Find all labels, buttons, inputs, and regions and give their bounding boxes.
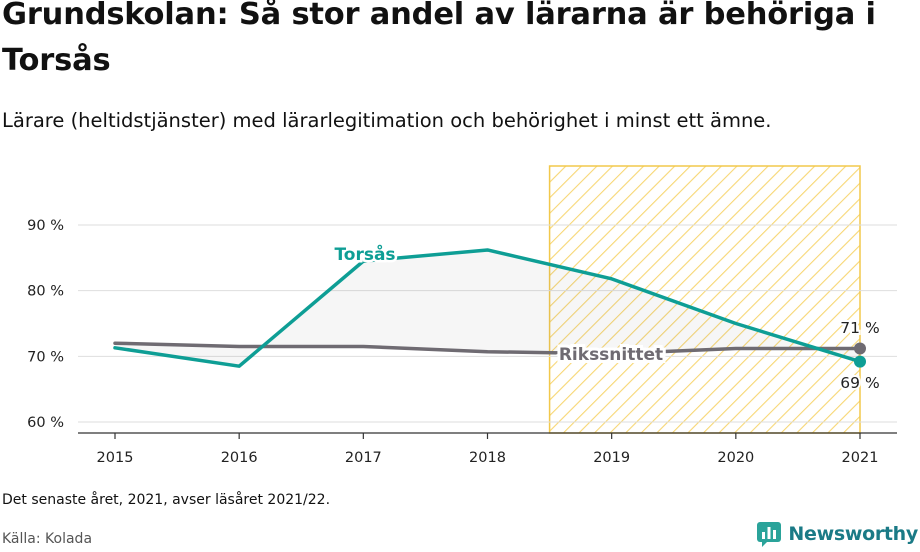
newsworthy-logo-icon bbox=[757, 522, 782, 547]
source-note: Källa: Kolada bbox=[2, 531, 93, 547]
chart-subtitle: Lärare (heltidstjänster) med lärarlegiti… bbox=[2, 109, 772, 132]
riket-end-point bbox=[854, 342, 866, 355]
x-tick-label: 2015 bbox=[97, 450, 134, 466]
brand-logo: Newsworthy bbox=[756, 521, 918, 547]
series-label-riket: Rikssnittet bbox=[559, 345, 663, 365]
torsas-end-point bbox=[854, 355, 866, 368]
line-chart: 60 % 70 % 80 % 90 % 2015 2016 2017 2018 2019 202… bbox=[27, 165, 897, 466]
x-tick-label: 2018 bbox=[469, 450, 506, 466]
torsas-line bbox=[113, 248, 862, 368]
end-value-riket: 71 % bbox=[840, 319, 879, 337]
y-tick-label: 70 % bbox=[27, 349, 64, 365]
x-tick-label: 2021 bbox=[842, 450, 879, 466]
y-tick-label: 60 % bbox=[27, 415, 64, 431]
series-label-torsas: Torsås bbox=[334, 243, 395, 265]
x-tick-label: 2017 bbox=[345, 450, 382, 466]
y-tick-label: 80 % bbox=[27, 284, 64, 300]
chart-title: Grundskolan: Så stor andel av lärarna är… bbox=[2, 0, 876, 78]
x-tick-label: 2016 bbox=[221, 450, 258, 466]
x-tick-label: 2019 bbox=[593, 450, 630, 466]
highlight-region bbox=[548, 165, 861, 434]
footnote: Det senaste året, 2021, avser läsåret 20… bbox=[2, 492, 331, 508]
y-tick-label: 90 % bbox=[27, 218, 64, 234]
difference-area bbox=[115, 249, 860, 367]
riket-line bbox=[113, 341, 862, 356]
brand-name: Newsworthy bbox=[788, 523, 918, 545]
x-tick-label: 2020 bbox=[717, 450, 754, 466]
end-value-torsas: 69 % bbox=[840, 374, 879, 392]
